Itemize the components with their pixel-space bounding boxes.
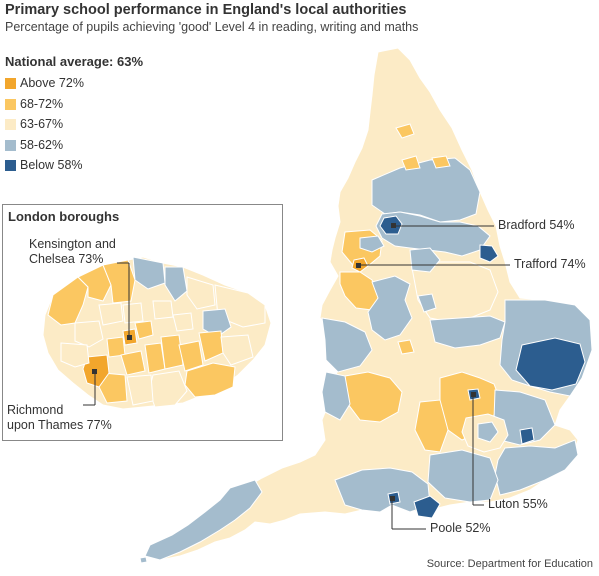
callout-kensington-line1: Kensington and <box>29 237 116 251</box>
callout-richmond: Richmond upon Thames 77% <box>7 403 112 433</box>
region-leicester-orange <box>397 339 415 355</box>
region-cornwall <box>144 479 263 561</box>
borough-hammersmith <box>106 336 126 358</box>
marker-kensington <box>127 335 132 340</box>
inset-title: London boroughs <box>8 209 120 224</box>
marker-luton <box>471 392 476 397</box>
borough-waltham <box>164 266 188 302</box>
region-hull <box>479 244 499 263</box>
borough-camden <box>122 302 144 324</box>
region-suffolk <box>515 337 586 391</box>
legend-label: Above 72% <box>20 76 84 90</box>
region-nottingham-blue <box>417 293 437 313</box>
borough-enfield <box>132 256 166 290</box>
borough-ealing <box>74 320 104 348</box>
region-surrey <box>427 449 499 503</box>
national-average: National average: 63% <box>5 54 144 69</box>
region-northeast-orange-1 <box>395 123 415 139</box>
borough-bromley <box>184 362 236 398</box>
callout-richmond-line1: Richmond <box>7 403 64 417</box>
borough-hounslow <box>60 342 90 368</box>
region-kent <box>494 439 579 496</box>
legend-label: 63-67% <box>20 117 64 131</box>
region-thurrock <box>519 427 535 445</box>
region-isle-of-wight <box>413 495 441 519</box>
callout-luton: Luton 55% <box>488 497 548 511</box>
borough-newham <box>202 308 232 338</box>
borough-tower-hamlets <box>172 312 194 332</box>
legend-label: Below 58% <box>20 158 83 172</box>
london-inset-map <box>42 256 272 410</box>
callout-kensington: Kensington and Chelsea 73% <box>29 237 116 267</box>
marker-trafford <box>356 263 361 268</box>
callout-bradford: Bradford 54% <box>498 218 575 232</box>
region-west-yorkshire <box>375 211 491 257</box>
region-gloucester-blue <box>321 371 351 421</box>
region-oxfordshire <box>414 399 449 453</box>
callout-kensington-line2: Chelsea 73% <box>29 252 104 266</box>
region-shropshire <box>321 317 373 373</box>
borough-hackney <box>152 300 174 320</box>
london-inset: London boroughs <box>2 204 283 441</box>
region-isles-of-scilly <box>139 556 148 564</box>
marker-richmond <box>92 369 97 374</box>
legend-swatch <box>5 139 16 151</box>
borough-redbridge <box>186 276 216 310</box>
source-credit: Source: Department for Education <box>426 558 593 570</box>
map-subtitle: Percentage of pupils achieving 'good' Le… <box>5 20 419 34</box>
region-west-midlands-south <box>344 371 403 423</box>
region-london-inner-blue <box>477 421 499 443</box>
callout-trafford: Trafford 74% <box>514 257 586 271</box>
legend-label: 68-72% <box>20 96 64 111</box>
region-yorkshire-south <box>409 247 441 273</box>
region-lancashire-blue <box>359 235 385 253</box>
legend-label: 58-62% <box>20 137 64 152</box>
marker-poole <box>390 496 395 501</box>
borough-barnet <box>102 259 136 304</box>
borough-westminster <box>134 320 154 340</box>
borough-lewisham <box>178 340 204 372</box>
callout-richmond-line2: upon Thames 77% <box>7 418 112 432</box>
borough-bexley <box>220 334 254 366</box>
legend-swatch <box>5 78 16 89</box>
map-title: Primary school performance in England's … <box>5 2 407 18</box>
region-northeast-orange-2 <box>401 155 421 171</box>
legend-swatch <box>5 98 16 110</box>
legend-swatch <box>5 119 16 130</box>
region-midlands-west <box>367 275 413 341</box>
callout-poole: Poole 52% <box>430 521 491 535</box>
region-northeast-orange-3 <box>431 155 451 169</box>
borough-southwark <box>160 334 184 370</box>
borough-wandsworth <box>120 350 146 376</box>
borough-brent <box>98 302 124 326</box>
marker-bradford <box>391 223 396 228</box>
borough-sutton <box>126 374 154 406</box>
region-lincolnshire-blue <box>429 315 506 349</box>
legend-swatch <box>5 160 16 171</box>
